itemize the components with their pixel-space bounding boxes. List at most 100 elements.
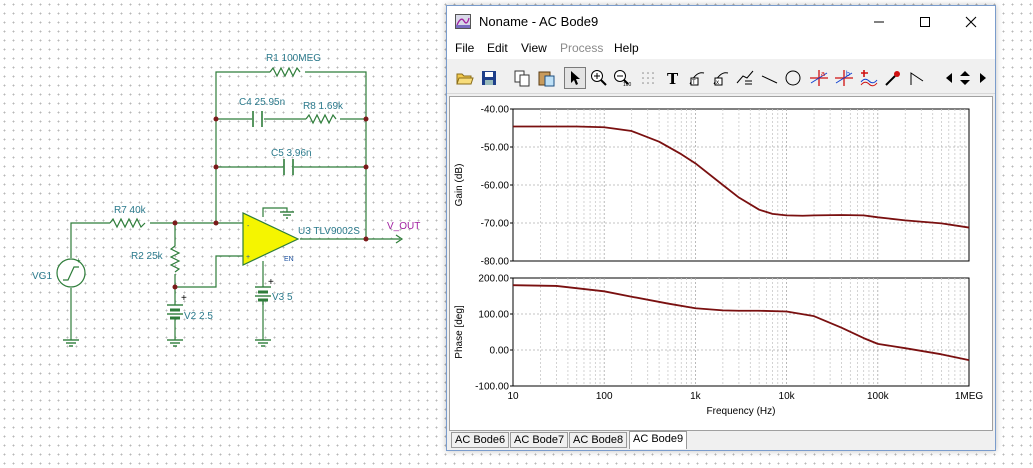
line-button[interactable] [758,67,780,89]
maximize-button[interactable] [902,6,948,37]
cursor-a-icon: a [810,70,828,86]
label-u3: U3 TLV9002S [298,226,360,237]
gain-ylabel: Gain (dB) [454,164,465,207]
resistor-r1[interactable] [269,66,301,78]
scroll-left-button[interactable] [938,67,960,89]
zoom-100-button[interactable]: 100 [612,67,634,89]
marker-icon: T [689,72,705,86]
tab-ac-bode8[interactable]: AC Bode8 [569,432,628,448]
svg-text:x: x [716,80,719,86]
menu-bar: File Edit View Process Help [447,37,995,59]
add-curve-button[interactable] [858,67,880,89]
cursor-b-icon: b [835,70,853,86]
resistor-r7[interactable] [109,217,146,229]
cursor-b-button[interactable]: b [833,67,855,89]
cursor-a-button[interactable]: a [808,67,830,89]
probe-button[interactable] [882,67,904,89]
circle-icon [785,70,801,86]
zoom-in-button[interactable] [588,67,610,89]
tab-ac-bode6[interactable]: AC Bode6 [451,432,510,448]
output-marker[interactable] [395,234,404,244]
x-tick-label: 10 [507,391,519,402]
gain-ytick-label: -40.00 [481,105,510,116]
menu-process[interactable]: Process [560,41,604,55]
circle-button[interactable] [782,67,804,89]
copy-button[interactable] [511,67,533,89]
pointer-button[interactable] [564,67,586,89]
copy-icon [514,70,530,87]
grid-icon [642,72,654,84]
toolbar: 100 T T x a b [447,61,995,94]
probe-icon [885,71,900,86]
capacitor-c4[interactable] [252,111,263,127]
chevron-left-icon [946,73,952,83]
text-icon: T [667,70,679,86]
paste-icon [538,71,555,87]
window-title: Noname - AC Bode9 [479,14,599,29]
gain-ytick-label: -50.00 [481,143,510,154]
x-tick-label: 1k [690,391,702,402]
save-button[interactable] [478,67,500,89]
tab-ac-bode7[interactable]: AC Bode7 [510,432,569,448]
x-tick-label: 100 [596,391,613,402]
arrow-icon [910,72,924,85]
open-icon [456,73,474,85]
paste-button[interactable] [535,67,557,89]
resistor-r8[interactable] [305,113,337,125]
marker-button-1[interactable]: T [686,67,708,89]
svg-text:b: b [846,71,850,78]
svg-text:a: a [821,71,825,78]
grid-button[interactable] [637,67,659,89]
v3-battery[interactable] [255,286,271,305]
scroll-right-button[interactable] [972,67,994,89]
svg-text:+: + [181,293,187,304]
scroll-updown-button[interactable] [954,67,976,89]
v2-battery[interactable] [167,304,183,320]
menu-help[interactable]: Help [614,41,639,55]
curve-button[interactable] [734,67,756,89]
minimize-button[interactable] [856,6,902,37]
label-vout: V_OUT [387,221,420,232]
menu-file[interactable]: File [455,41,475,55]
chevron-right-icon [980,73,986,83]
close-icon [965,16,977,27]
ground-symbols [63,211,294,347]
curve-icon [736,70,754,85]
minimize-icon [874,21,884,22]
marker-button-2[interactable]: x [710,67,732,89]
x-tick-label: 1MEG [955,391,984,402]
label-c4: C4 25.95n [239,97,285,108]
tab-ac-bode9[interactable]: AC Bode9 [629,431,688,449]
add-icon [860,70,878,87]
label-r1: R1 100MEG [266,53,321,64]
capacitor-c5[interactable] [283,159,294,175]
marker-icon: x [713,72,729,86]
arrow-button[interactable] [906,67,928,89]
open-button[interactable] [454,67,476,89]
schematic-canvas[interactable]: - + + + + R1 100MEG C4 25.95n R8 1.69k C… [0,0,446,468]
app-icon [455,14,471,29]
schematic-wires [70,71,400,340]
line-icon [761,75,778,84]
bode-plot: -40.00 -50.00 -60.00 -70.00 -80.00 Gain (dB) 2… [454,105,984,418]
x-tick-label: 10k [779,391,796,402]
label-v2: V2 2.5 [184,311,213,322]
menu-view[interactable]: View [521,41,547,55]
x-axis-label: Frequency (Hz) [707,406,776,417]
opamp-plus-pin: + [246,254,250,261]
vg1-source[interactable]: + [56,256,86,288]
label-r7: R7 40k [114,205,147,216]
svg-text:+: + [268,277,274,288]
menu-edit[interactable]: Edit [487,41,508,55]
close-button[interactable] [948,6,994,37]
plot-area[interactable]: -40.00 -50.00 -60.00 -70.00 -80.00 Gain (dB) 2… [449,96,993,431]
opamp-u3[interactable]: - + [242,212,300,266]
gain-ytick-label: -60.00 [481,181,510,192]
text-button[interactable]: T [662,67,684,89]
junction-dots [172,116,369,290]
zoom-100-icon: 100 [614,70,632,87]
label-v3: V3 5 [272,292,293,303]
title-bar[interactable]: Noname - AC Bode9 [447,6,995,37]
resistor-r2[interactable] [169,245,181,273]
zoom-in-icon [591,70,607,86]
